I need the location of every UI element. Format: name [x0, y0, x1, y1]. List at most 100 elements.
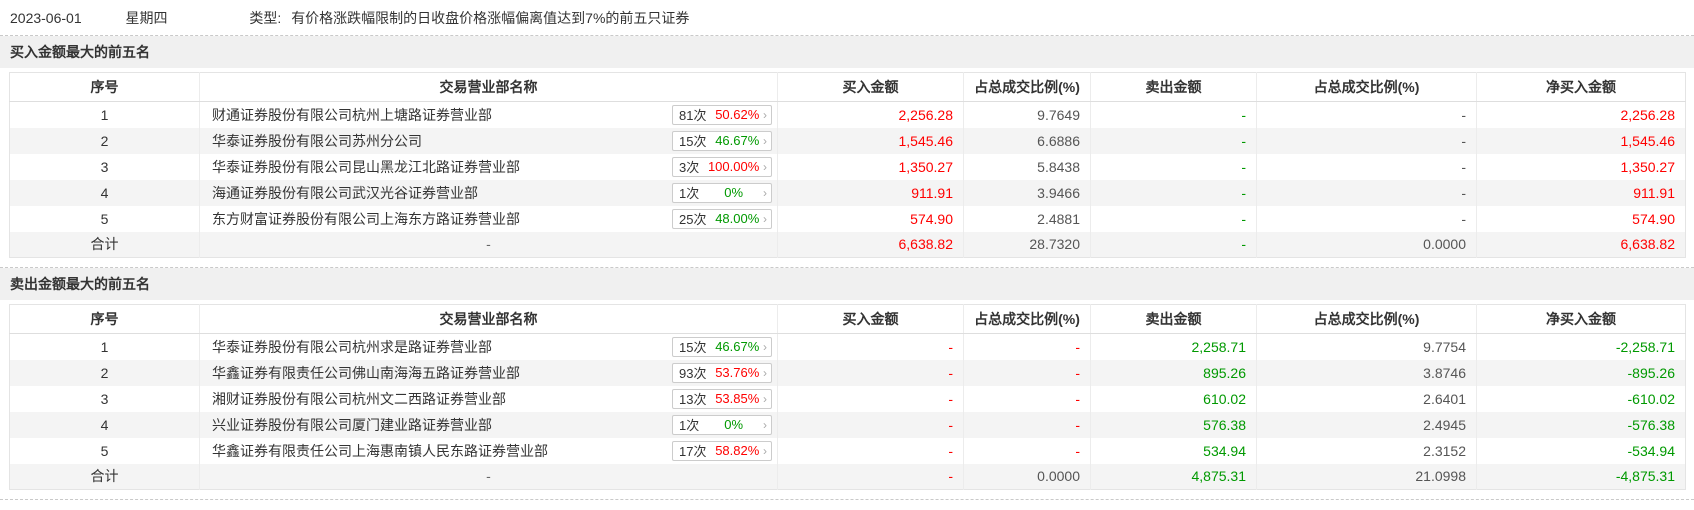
table-body-0: 1 财通证券股份有限公司杭州上塘路证券营业部 81次 50.62% › 2,256.28 9… — [9, 101, 1686, 258]
row-index: 2 — [100, 132, 109, 149]
weekday-text: 星期四 — [125, 10, 168, 26]
buy-ratio-cell: - — [963, 411, 1091, 438]
row-index: 3 — [100, 390, 109, 407]
total-row: 合计 - -0.0000 4,875.31 21.0998 -4,875.31 — [9, 463, 1686, 490]
buy-amount-cell: - — [777, 385, 964, 412]
total-row: 合计 -6,638.82 28.7320-0.0000 6,638.82 — [9, 231, 1686, 258]
net-amount-cell: -2,258.71 — [1476, 333, 1686, 360]
chevron-right-icon: › — [763, 391, 767, 406]
sell-ratio-cell: - — [1256, 101, 1477, 128]
buy-section-title: 买入金额最大的前五名 — [0, 36, 1694, 68]
sell-ratio-cell: - — [1256, 127, 1477, 154]
branch-stats-badge[interactable]: 15次 46.67% › — [672, 336, 772, 357]
badge-times: 15次 — [679, 340, 707, 356]
branch-name[interactable]: 财通证券股份有限公司杭州上塘路证券营业部 — [212, 106, 492, 123]
col-branch-name: 交易营业部名称 — [199, 72, 778, 102]
branch-name[interactable]: 华泰证券股份有限公司杭州求是路证券营业部 — [212, 338, 492, 355]
col-buy-ratio: 占总成交比例(%) — [963, 304, 1091, 334]
branch-cell: 海通证券股份有限公司武汉光谷证券营业部 1次 0% › — [199, 179, 778, 206]
badge-percent: 53.76% — [715, 365, 760, 380]
branch-cell: 华泰证券股份有限公司苏州分公司 15次 46.67% › — [199, 127, 778, 154]
table-row: 2 华泰证券股份有限公司苏州分公司 15次 46.67% › 1,545.46 6.6886… — [9, 127, 1686, 154]
badge-times: 81次 — [679, 108, 707, 124]
branch-stats-badge[interactable]: 15次 46.67% › — [672, 130, 772, 151]
branch-name[interactable]: 华鑫证券有限责任公司上海惠南镇人民东路证券营业部 — [212, 442, 548, 459]
chevron-right-icon: › — [763, 107, 767, 122]
branch-stats-badge[interactable]: 81次 50.62% › — [672, 104, 772, 125]
chevron-right-icon: › — [763, 417, 767, 432]
net-amount-cell: 1,545.46 — [1476, 127, 1686, 154]
badge-times: 1次 — [679, 186, 700, 201]
buy-amount-cell: - — [777, 359, 964, 386]
row-index: 4 — [100, 416, 109, 433]
branch-name[interactable]: 兴业证券股份有限公司厦门建业路证券营业部 — [212, 416, 492, 433]
table-row: 4 海通证券股份有限公司武汉光谷证券营业部 1次 0% › 911.91 3.9466- -9… — [9, 179, 1686, 206]
badge-percent: 0% — [724, 185, 744, 200]
badge-times: 13次 — [679, 392, 707, 407]
buy-amount-cell: 1,350.27 — [777, 153, 964, 180]
branch-name[interactable]: 海通证券股份有限公司武汉光谷证券营业部 — [212, 184, 478, 201]
branch-name[interactable]: 华泰证券股份有限公司昆山黑龙江北路证券营业部 — [212, 158, 520, 175]
badge-percent: 53.85% — [715, 391, 760, 406]
bottom-divider — [0, 499, 1694, 500]
sell-ratio-cell: 3.8746 — [1256, 359, 1477, 386]
chevron-right-icon: › — [763, 339, 767, 354]
col-buy-amount: 买入金额 — [777, 72, 964, 102]
branch-stats-badge[interactable]: 13次 53.85% › — [672, 388, 772, 409]
branch-cell: 华鑫证券有限责任公司佛山南海海五路证券营业部 93次 53.76% › — [199, 359, 778, 386]
sell-table: 序号 交易营业部名称 买入金额 占总成交比例(%) 卖出金额 占总成交比例(%)… — [9, 304, 1686, 490]
buy-ratio-cell: - — [963, 359, 1091, 386]
row-index: 3 — [100, 158, 109, 175]
badge-times: 25次 — [679, 212, 707, 227]
branch-name-wrap: 华泰证券股份有限公司杭州求是路证券营业部 15次 46.67% › — [201, 336, 778, 357]
sell-ratio-cell: - — [1256, 153, 1477, 180]
badge-percent: 50.62% — [715, 107, 760, 123]
branch-name-wrap: 华鑫证券有限责任公司佛山南海海五路证券营业部 93次 53.76% › — [201, 362, 778, 383]
badge-times: 15次 — [679, 134, 707, 149]
chevron-right-icon: › — [763, 159, 767, 174]
branch-stats-badge[interactable]: 25次 48.00% › — [672, 208, 772, 229]
branch-stats-badge[interactable]: 93次 53.76% › — [672, 362, 772, 383]
sell-amount-cell: - — [1090, 127, 1257, 154]
buy-table: 序号 交易营业部名称 买入金额 占总成交比例(%) 卖出金额 占总成交比例(%)… — [9, 72, 1686, 258]
type-description: 有价格涨跌幅限制的日收盘价格涨幅偏离值达到7%的前五只证券 — [291, 10, 690, 26]
branch-name-wrap: 海通证券股份有限公司武汉光谷证券营业部 1次 0% › — [201, 182, 778, 203]
branch-stats-badge[interactable]: 1次 0% › — [672, 182, 772, 203]
branch-name[interactable]: 华鑫证券有限责任公司佛山南海海五路证券营业部 — [212, 364, 520, 381]
sell-ratio-cell: 2.4945 — [1256, 411, 1477, 438]
row-index: 1 — [100, 338, 109, 355]
table-row: 5 东方财富证券股份有限公司上海东方路证券营业部 25次 48.00% › 574.90 2… — [10, 205, 1686, 232]
branch-cell: 华泰证券股份有限公司昆山黑龙江北路证券营业部 3次 100.00% › — [199, 153, 778, 180]
header-row: 序号 交易营业部名称 买入金额 占总成交比例(%) 卖出金额 占总成交比例(%)… — [9, 304, 1686, 334]
table-row: 1 财通证券股份有限公司杭州上塘路证券营业部 81次 50.62% › 2,256.28 9… — [10, 101, 1686, 128]
branch-cell: 财通证券股份有限公司杭州上塘路证券营业部 81次 50.62% › — [199, 101, 778, 128]
sell-section: 卖出金额最大的前五名 序号 交易营业部名称 买入金额 占总成交比例(%) 卖出金… — [0, 268, 1694, 490]
table-body-1: 1 华泰证券股份有限公司杭州求是路证券营业部 15次 46.67% › - -2,258.7… — [9, 333, 1686, 490]
date-text: 2023-06-01 — [10, 10, 82, 26]
sell-amount-cell: 4,875.31 — [1090, 463, 1257, 490]
total-label: 合计 — [90, 468, 119, 485]
sell-amount-cell: - — [1090, 231, 1257, 258]
buy-amount-cell: - — [777, 437, 964, 464]
branch-name-wrap: 华鑫证券有限责任公司上海惠南镇人民东路证券营业部 17次 58.82% › — [201, 440, 778, 461]
total-label: 合计 — [90, 236, 119, 253]
col-sell-ratio: 占总成交比例(%) — [1256, 304, 1477, 334]
col-buy-ratio: 占总成交比例(%) — [963, 72, 1091, 102]
col-buy-amount: 买入金额 — [777, 304, 964, 334]
sell-ratio-cell: 2.6401 — [1256, 385, 1477, 412]
branch-stats-badge[interactable]: 1次 0% › — [672, 414, 772, 435]
branch-name[interactable]: 湘财证券股份有限公司杭州文二西路证券营业部 — [212, 390, 506, 407]
buy-amount-cell: - — [777, 411, 964, 438]
buy-amount-cell: 574.90 — [777, 205, 964, 232]
buy-ratio-cell: - — [963, 385, 1091, 412]
branch-name-wrap: 华泰证券股份有限公司昆山黑龙江北路证券营业部 3次 100.00% › — [201, 156, 778, 177]
branch-name-wrap: 财通证券股份有限公司杭州上塘路证券营业部 81次 50.62% › — [201, 104, 778, 125]
branch-name-placeholder: - — [199, 463, 778, 490]
branch-name[interactable]: 东方财富证券股份有限公司上海东方路证券营业部 — [212, 210, 520, 227]
branch-stats-badge[interactable]: 17次 58.82% › — [672, 440, 772, 461]
table-row: 5 华鑫证券有限责任公司上海惠南镇人民东路证券营业部 17次 58.82% › - -534… — [10, 437, 1686, 464]
col-index: 序号 — [9, 304, 200, 334]
table-row: 2 华鑫证券有限责任公司佛山南海海五路证券营业部 93次 53.76% › - -895.2… — [9, 359, 1686, 386]
branch-name[interactable]: 华泰证券股份有限公司苏州分公司 — [212, 132, 422, 149]
branch-stats-badge[interactable]: 3次 100.00% › — [672, 156, 772, 177]
